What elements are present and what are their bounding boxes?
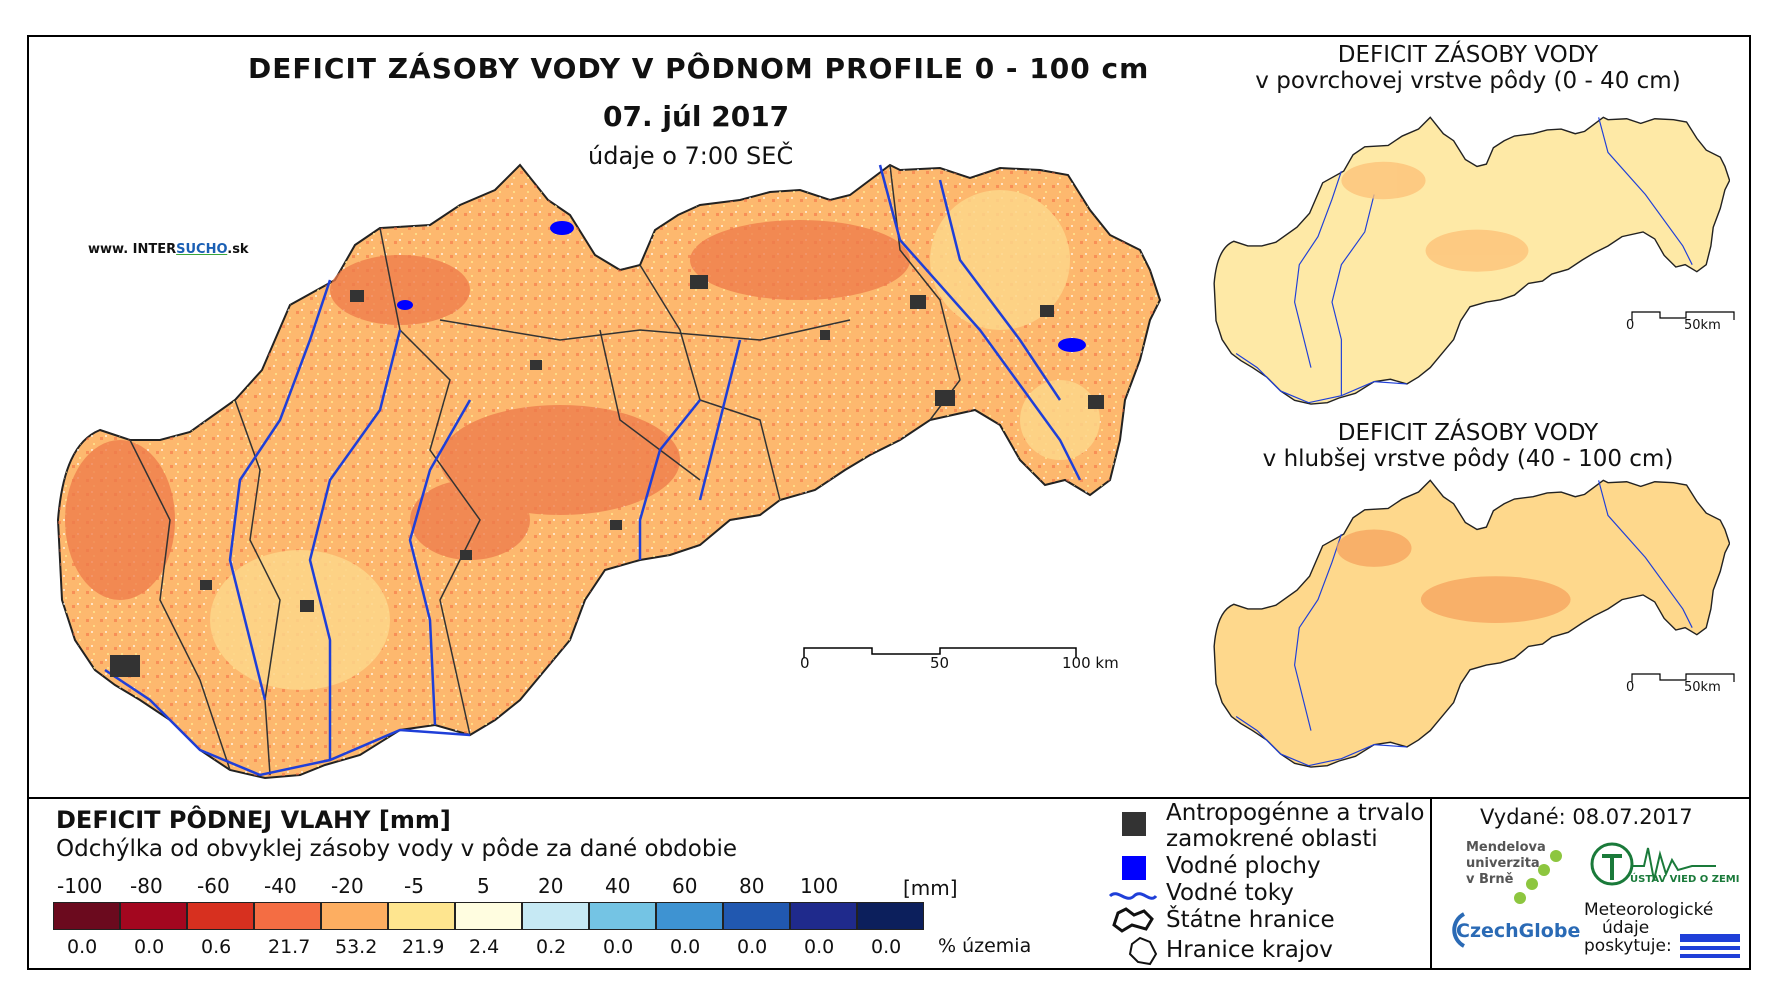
legend-percent-6: 2.4 bbox=[469, 936, 500, 958]
main-scale-bar bbox=[803, 647, 1077, 658]
mendel-line2: univerzita bbox=[1466, 856, 1540, 871]
map-time: údaje o 7:00 SEČ bbox=[588, 142, 794, 170]
border-swatch bbox=[1112, 907, 1154, 933]
legend-class-label-0: -100 bbox=[57, 874, 103, 898]
inset2-scale-0: 0 bbox=[1626, 680, 1635, 695]
legend-percent-3: 21.7 bbox=[268, 936, 311, 958]
meteo-line1: Meteorologické bbox=[1584, 900, 1714, 920]
website-link[interactable]: www. INTERSUCHO.sk bbox=[88, 242, 249, 257]
legend-percent-12: 0.0 bbox=[871, 936, 902, 958]
urban-label2: zamokrené oblasti bbox=[1166, 826, 1378, 852]
inset-deep-title2: v hlubšej vrstve pôdy (40 - 100 cm) bbox=[1262, 446, 1674, 472]
czechglobe-logo: CzechGlobe bbox=[1456, 920, 1581, 942]
inset1-scale-50: 50km bbox=[1684, 318, 1721, 333]
legend-swatch-6 bbox=[455, 902, 522, 930]
legend-swatch-4 bbox=[321, 902, 388, 930]
main-scale-0: 0 bbox=[800, 654, 810, 672]
mendel-line3: v Brně bbox=[1466, 872, 1514, 887]
legend-percent-11: 0.0 bbox=[804, 936, 835, 958]
legend-class-label-4: -20 bbox=[331, 874, 364, 898]
map-date: 07. júl 2017 bbox=[603, 100, 790, 133]
main-scale-100: 100 km bbox=[1062, 654, 1119, 672]
legend-class-label-3: -40 bbox=[264, 874, 297, 898]
meteo-line2: údaje bbox=[1602, 918, 1650, 938]
rivers-label: Vodné toky bbox=[1166, 880, 1294, 906]
legend-swatch-0 bbox=[53, 902, 120, 930]
map-title: DEFICIT ZÁSOBY VODY V PÔDNOM PROFILE 0 -… bbox=[248, 52, 1150, 85]
legend-swatch-9 bbox=[656, 902, 723, 930]
czechglobe-arc-logo bbox=[1452, 912, 1466, 948]
legend-percent-4: 53.2 bbox=[335, 936, 378, 958]
legend-percent-10: 0.0 bbox=[737, 936, 768, 958]
legend-class-label-10: 80 bbox=[739, 874, 765, 898]
logo-divider bbox=[1430, 797, 1432, 970]
legend-percent-1: 0.0 bbox=[134, 936, 165, 958]
inset-surface-title2: v povrchovej vrstve pôdy (0 - 40 cm) bbox=[1255, 68, 1681, 94]
uvgz-label: ÚSTAV VIED O ZEMI bbox=[1630, 874, 1740, 885]
regions-label: Hranice krajov bbox=[1166, 937, 1333, 963]
inset-surface-title1: DEFICIT ZÁSOBY VODY bbox=[1337, 42, 1599, 68]
water-swatch bbox=[1122, 856, 1146, 880]
legend-swatch-5 bbox=[388, 902, 455, 930]
legend-class-label-6: 5 bbox=[477, 874, 490, 898]
legend-swatch-3 bbox=[254, 902, 321, 930]
inset1-scale-0: 0 bbox=[1626, 318, 1635, 333]
legend-percent-8: 0.0 bbox=[603, 936, 634, 958]
legend-percent-0: 0.0 bbox=[67, 936, 98, 958]
water-label: Vodné plochy bbox=[1166, 853, 1321, 879]
inset2-scale-bar bbox=[1631, 673, 1735, 682]
main-scale-50: 50 bbox=[930, 654, 950, 672]
inset-map-surface bbox=[1213, 116, 1730, 405]
legend-swatch-10 bbox=[723, 902, 790, 930]
regions-swatch bbox=[1128, 936, 1158, 966]
legend-class-label-5: -5 bbox=[404, 874, 424, 898]
mendel-dots-logo bbox=[1514, 850, 1562, 904]
legend-class-label-8: 40 bbox=[605, 874, 631, 898]
legend-class-label-2: -60 bbox=[197, 874, 230, 898]
legend-class-label-9: 60 bbox=[672, 874, 698, 898]
urban-label1: Antropogénne a trvalo bbox=[1166, 800, 1425, 826]
legend-unit: [mm] bbox=[903, 876, 958, 900]
legend-percent-5: 21.9 bbox=[402, 936, 445, 958]
inset2-scale-50: 50km bbox=[1684, 680, 1721, 695]
inset1-scale-bar bbox=[1631, 311, 1735, 320]
legend-percent-9: 0.0 bbox=[670, 936, 701, 958]
legend-swatch-2 bbox=[187, 902, 254, 930]
urban-swatch bbox=[1122, 812, 1146, 836]
map-frame bbox=[27, 35, 1751, 970]
legend-title: DEFICIT PÔDNEJ VLAHY [mm] bbox=[56, 806, 451, 834]
shmu-logo bbox=[1680, 934, 1740, 958]
legend-class-label-7: 20 bbox=[538, 874, 564, 898]
uvgz-logo bbox=[1590, 842, 1716, 886]
border-label: Štátne hranice bbox=[1166, 907, 1335, 933]
legend-percent-7: 0.2 bbox=[536, 936, 567, 958]
inset-map-deep bbox=[1213, 479, 1730, 768]
legend-swatch-7 bbox=[522, 902, 589, 930]
legend-percent-label: % územia bbox=[938, 935, 1032, 957]
legend-divider bbox=[27, 797, 1751, 799]
mendel-line1: Mendelova bbox=[1466, 840, 1546, 855]
legend-swatch-12 bbox=[857, 902, 924, 930]
issued-date: Vydané: 08.07.2017 bbox=[1480, 805, 1693, 829]
legend-subtitle: Odchýlka od obvyklej zásoby vody v pôde … bbox=[56, 836, 737, 862]
legend-swatch-11 bbox=[790, 902, 857, 930]
legend-swatch-1 bbox=[120, 902, 187, 930]
legend-percent-2: 0.6 bbox=[201, 936, 232, 958]
legend-class-label-11: 100 bbox=[800, 874, 839, 898]
river-swatch bbox=[1108, 892, 1158, 900]
legend-swatch-8 bbox=[589, 902, 656, 930]
inset-deep-title1: DEFICIT ZÁSOBY VODY bbox=[1337, 420, 1599, 446]
meteo-line3: poskytuje: bbox=[1584, 936, 1672, 956]
legend-class-label-1: -80 bbox=[130, 874, 163, 898]
